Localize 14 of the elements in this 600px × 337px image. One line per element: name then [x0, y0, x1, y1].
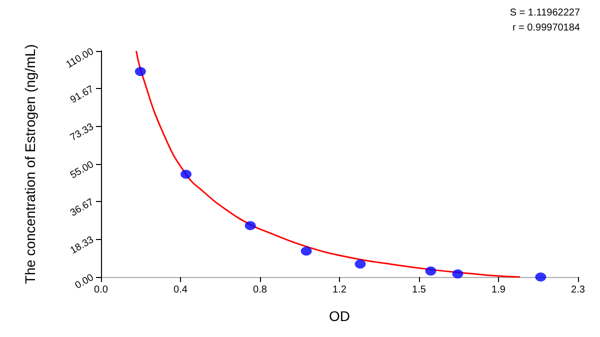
- x-tick-label: 0.4: [174, 284, 188, 296]
- x-tick-label: 2.3: [571, 284, 586, 296]
- x-axis-title: OD: [329, 308, 350, 324]
- x-tick-label: 1.2: [332, 284, 347, 296]
- text: r = 0.99970184: [512, 22, 580, 34]
- y-axis-title: The concentration of Estrogen (ng/mL): [22, 44, 38, 284]
- text: S = 1.11962227: [510, 8, 580, 18]
- x-tick-label: 0.8: [253, 284, 268, 296]
- x-tick-label: 0.0: [94, 284, 108, 296]
- y-tick-label: 18.33: [68, 234, 96, 257]
- y-tick-label: 73.33: [68, 121, 96, 144]
- x-tick-label: 1.5: [412, 284, 426, 296]
- x-tick-label: 1.9: [492, 284, 506, 296]
- y-tick-label: 55.00: [68, 159, 96, 182]
